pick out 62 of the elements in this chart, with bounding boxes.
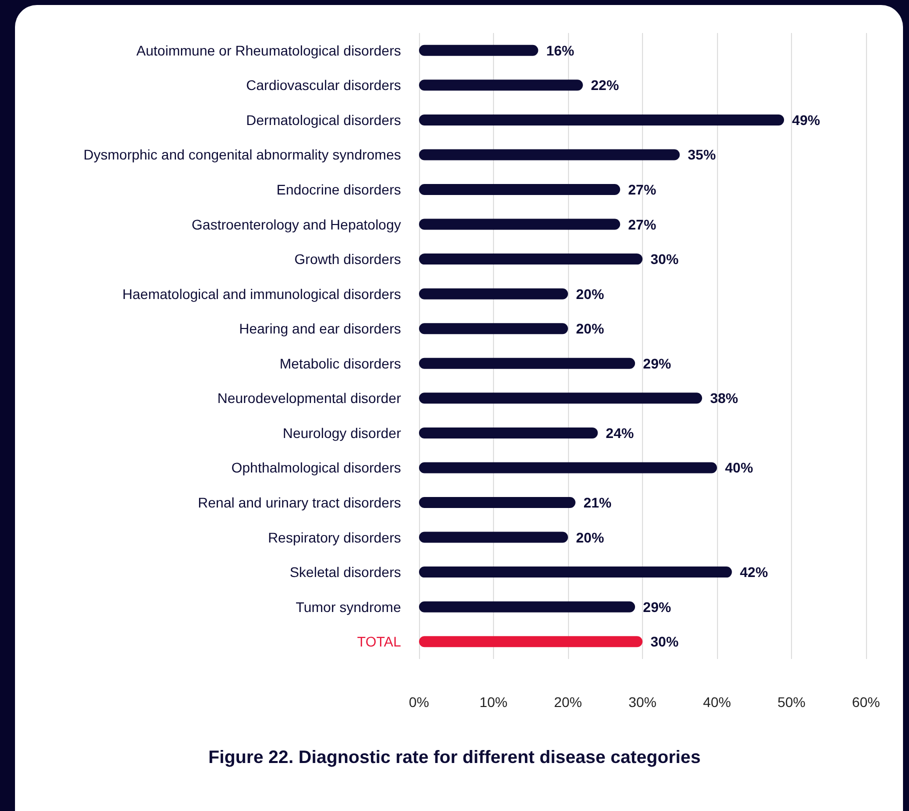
data-label: 22% [590, 77, 620, 94]
data-label: 27% [628, 216, 657, 232]
bar [419, 392, 702, 404]
y-tick-label: Renal and urinary tract disorders [198, 494, 401, 510]
y-tick-label: Haematological and immunological disorders [122, 286, 401, 302]
y-tick-label: Cardiovascular disorders [246, 77, 401, 94]
y-tick-label: Gastroenterology and Hepatology [192, 216, 401, 232]
text: Figure 22. Diagnostic rate for different disease categories [208, 747, 701, 767]
bar [419, 636, 642, 648]
bar [419, 601, 636, 612]
bar [419, 566, 732, 578]
x-tick-label: 50% [777, 694, 806, 710]
y-tick-label: Respiratory disorders [268, 529, 401, 546]
bar [419, 358, 636, 369]
bar [419, 532, 568, 543]
y-tick-label: Skeletal disorders [290, 564, 401, 580]
data-label: 29% [643, 355, 672, 372]
x-tick-label: 20% [554, 694, 582, 710]
data-label: 16% [546, 42, 575, 58]
bar [419, 323, 568, 334]
x-tick-label: 60% [852, 694, 880, 710]
bar [419, 427, 598, 438]
y-tick-label: Dysmorphic and congenital abnormality syndromes [84, 146, 401, 163]
data-label: 40% [725, 460, 754, 476]
y-tick-label: Growth disorders [294, 251, 401, 268]
data-label: 20% [576, 529, 605, 546]
x-tick-label: 30% [628, 694, 657, 710]
data-label: 27% [628, 182, 657, 198]
data-label: 49% [792, 112, 821, 128]
y-tick-label: TOTAL [357, 634, 402, 650]
y-tick-label: Neurology disorder [282, 424, 402, 441]
y-tick-label: Tumor syndrome [296, 598, 402, 615]
y-tick-label: Metabolic disorders [280, 355, 401, 372]
bar [419, 254, 642, 265]
y-tick-label: Hearing and ear disorders [239, 320, 401, 337]
x-tick-label: 40% [702, 694, 732, 710]
bar [419, 149, 680, 160]
y-tick-label: Ophthalmological disorders [231, 460, 401, 476]
bar [419, 288, 568, 300]
bar [419, 497, 576, 508]
bar [419, 80, 583, 91]
bar [419, 44, 538, 56]
data-label: 30% [650, 251, 680, 268]
data-label: 42% [740, 564, 768, 580]
data-label: 29% [643, 598, 672, 615]
x-tick-label: 0% [408, 694, 430, 710]
bar [419, 114, 784, 126]
data-label: 20% [576, 320, 605, 337]
data-label: 21% [583, 494, 612, 510]
bar [419, 184, 620, 195]
data-label: 35% [688, 146, 716, 163]
bar [419, 218, 620, 230]
data-label: 38% [710, 390, 739, 406]
data-label: 24% [606, 424, 634, 441]
y-tick-label: Autoimmune or Rheumatological disorders [136, 42, 401, 58]
data-label: 30% [650, 634, 680, 650]
y-tick-label: Endocrine disorders [276, 182, 401, 198]
bar [419, 462, 717, 474]
y-tick-label: Dermatological disorders [246, 112, 401, 128]
x-tick-label: 10% [479, 694, 508, 710]
y-tick-label: Neurodevelopmental disorder [217, 390, 402, 406]
data-label: 20% [576, 286, 605, 302]
